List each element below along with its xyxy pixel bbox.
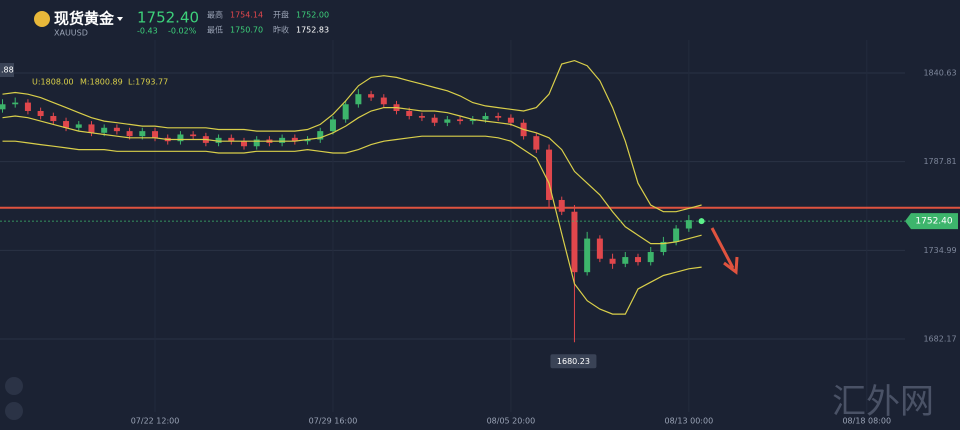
plot: 1840.63 1787.81 1734.99 1682.17 07/22 12:00 0…	[0, 40, 960, 426]
arrow	[710, 227, 735, 269]
candle-body	[482, 116, 489, 120]
candle-body	[584, 238, 591, 273]
candle-body	[546, 149, 553, 200]
candle-body	[673, 228, 680, 242]
candle-body	[431, 117, 438, 123]
candle-body	[63, 121, 70, 128]
candle-body	[342, 104, 349, 120]
candle-body	[317, 131, 324, 140]
candle-body	[647, 252, 654, 263]
low-label-box	[550, 354, 597, 369]
stat-value: 1752.83	[296, 26, 329, 35]
candle-body	[113, 127, 120, 132]
x-tick-label: 08/05 20:00	[487, 417, 536, 426]
stat-label: 开盘	[273, 10, 289, 20]
candle-body	[75, 124, 82, 128]
candle-body	[101, 127, 108, 133]
change-pct: -0.02%	[168, 27, 197, 36]
x-tick-label: 07/29 16:00	[309, 417, 358, 426]
candle-body	[37, 110, 44, 117]
candle-body	[635, 257, 641, 263]
bb-label: U:1808.00	[32, 78, 74, 87]
symbol: XAUUSD	[54, 29, 88, 38]
candle-body	[533, 136, 540, 150]
y-tick-label: 1734.99	[923, 246, 956, 255]
stat-label: 昨收	[273, 25, 289, 35]
stat-label: 最低	[207, 25, 223, 35]
candle-body	[126, 131, 133, 137]
y-tick-label: 1787.81	[923, 157, 956, 166]
candle-body	[152, 131, 159, 138]
stat-value: 1750.70	[230, 26, 263, 35]
candle-body	[291, 137, 298, 142]
candle-body	[304, 139, 311, 142]
candle-body	[177, 134, 184, 142]
candle-body	[685, 220, 692, 229]
candle-body	[622, 257, 629, 264]
x-tick-label: 08/13 00:00	[665, 417, 714, 426]
band-line	[2, 135, 702, 315]
candle-body	[457, 119, 464, 122]
band-line	[2, 107, 702, 245]
candle-body	[558, 199, 565, 212]
candle-body	[418, 116, 425, 118]
tool-button[interactable]	[5, 377, 23, 395]
candle-body	[660, 241, 667, 253]
candle-body	[609, 258, 616, 264]
candle-body	[495, 116, 502, 118]
candle-body	[596, 238, 603, 259]
x-tick-label: 08/18 08:00	[842, 417, 891, 426]
stat-label: 最高	[207, 10, 223, 20]
change: -0.43	[137, 27, 158, 36]
y-tick-label: 1840.63	[923, 68, 956, 77]
stat-value: 1752.00	[296, 11, 329, 20]
candle-body	[444, 119, 451, 123]
candle-body	[24, 102, 31, 111]
candle-body	[571, 211, 578, 273]
left-tag: .88	[1, 66, 14, 75]
bb-label: L:1793.77	[128, 78, 168, 87]
band-line	[2, 59, 702, 213]
candle-body	[279, 137, 286, 143]
candle-body	[139, 131, 146, 137]
stat-value: 1754.14	[230, 11, 263, 20]
price-tag: 1752.40	[915, 217, 952, 227]
candle-body	[88, 124, 95, 133]
candle-body	[507, 117, 514, 123]
x-tick-label: 07/22 12:00	[131, 417, 180, 426]
bb-label: M:1800.89	[80, 78, 123, 87]
candle-body	[12, 102, 19, 105]
arrow-head	[723, 256, 739, 275]
candle-body	[380, 97, 387, 105]
candle-body	[228, 137, 235, 142]
tool-button[interactable]	[5, 402, 23, 420]
price-tag-box	[905, 213, 958, 230]
candle-body	[240, 141, 247, 147]
candle-body	[0, 104, 6, 110]
candle-body	[355, 94, 362, 105]
left-tag-box	[0, 63, 14, 77]
gold-icon	[34, 11, 50, 27]
candle-body	[253, 139, 260, 147]
candle-body	[215, 137, 222, 143]
candle-body	[406, 110, 413, 117]
candle-body	[190, 134, 197, 137]
watermark: 汇外网	[832, 382, 934, 422]
candle-body	[469, 119, 476, 122]
title: 现货黄金	[54, 10, 115, 28]
candle-body	[50, 116, 57, 122]
price-dot	[698, 218, 705, 225]
price: 1752.40	[137, 9, 199, 27]
candle-body	[368, 94, 375, 98]
y-tick-label: 1682.17	[923, 335, 956, 344]
low-label: 1680.23	[557, 357, 590, 366]
candle-body	[329, 119, 336, 132]
dropdown-icon[interactable]	[117, 17, 123, 21]
